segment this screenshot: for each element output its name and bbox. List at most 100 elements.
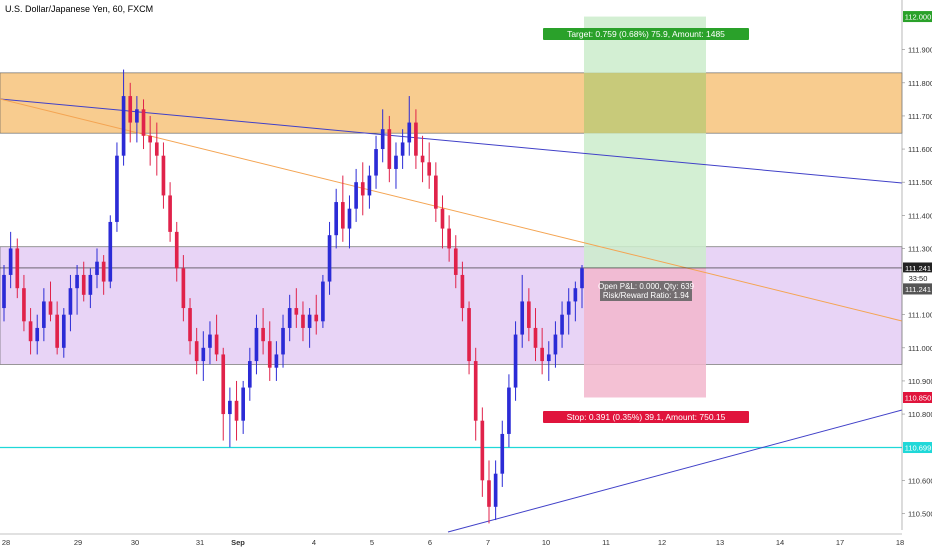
candle-body — [95, 261, 99, 275]
descending-trendline — [0, 98, 903, 184]
candle-body — [168, 195, 172, 232]
resistance-zone — [0, 72, 903, 134]
x-tick-label: 17 — [836, 538, 844, 547]
x-tick-label: 31 — [196, 538, 204, 547]
candle-body — [360, 182, 365, 196]
candle-body — [287, 308, 292, 328]
pnl-label: Open P&L: 0.000, Qty: 639 — [598, 282, 695, 291]
candle-body — [560, 314, 564, 335]
x-tick-label: 29 — [74, 538, 82, 547]
candle-body — [434, 175, 438, 209]
candle-body — [354, 182, 358, 209]
candle-body — [420, 155, 425, 163]
price-badge-bg — [903, 11, 932, 23]
x-tick-label: 12 — [658, 538, 666, 547]
candle-body — [201, 347, 206, 362]
candle-body — [367, 175, 372, 196]
x-tick-label: Sep — [231, 538, 245, 547]
zone-overlap — [584, 72, 706, 134]
candle-body — [427, 162, 432, 176]
candle-body — [181, 268, 186, 309]
y-tick-label: 111.100 — [908, 311, 932, 320]
y-tick-label: 110.900 — [908, 377, 932, 386]
x-tick-label: 5 — [370, 538, 374, 547]
candle-body — [314, 314, 319, 322]
candle-body — [334, 202, 339, 236]
candle-body — [341, 202, 345, 229]
y-tick-label: 110.800 — [908, 410, 932, 419]
candle-body — [487, 480, 491, 507]
price-badge: 111.241 — [905, 264, 931, 273]
x-tick-label: 18 — [896, 538, 904, 547]
candle-body — [108, 221, 113, 282]
candle-body — [55, 314, 59, 348]
candle-body — [188, 308, 192, 342]
candle-body — [75, 274, 79, 289]
candle-body — [380, 129, 385, 150]
candle-body — [15, 248, 20, 289]
candle-body — [520, 301, 525, 335]
candle-body — [194, 341, 199, 362]
candle-body — [374, 149, 378, 176]
candle-body — [261, 327, 265, 342]
candle-body — [267, 341, 272, 368]
y-tick-label: 111.900 — [908, 46, 932, 55]
candle-body — [208, 334, 212, 348]
y-tick-label: 111.700 — [908, 112, 932, 121]
target-label: Target: 0.759 (0.68%) 75.9, Amount: 1485 — [567, 29, 725, 39]
candle-body — [573, 288, 578, 302]
candle-body — [407, 122, 412, 143]
x-tick-label: 30 — [131, 538, 139, 547]
candle-body — [28, 321, 33, 342]
candle-body — [447, 228, 451, 249]
candle-body — [566, 301, 571, 315]
candle-body — [327, 235, 332, 282]
x-tick-label: 11 — [602, 538, 610, 547]
stop-label-bg — [543, 411, 749, 423]
target-zone — [584, 16, 706, 268]
candle-body — [440, 208, 445, 229]
candle-body — [347, 208, 352, 229]
x-tick-label: 4 — [312, 538, 316, 547]
candle-body — [221, 354, 226, 415]
price-badge-bg — [903, 442, 932, 454]
candle-body — [513, 334, 518, 388]
candle-body — [387, 129, 392, 169]
candle-body — [480, 420, 485, 481]
x-tick-label: 28 — [2, 538, 10, 547]
candle-body — [8, 248, 13, 275]
y-tick-label: 110.600 — [908, 476, 932, 485]
candle-body — [500, 433, 505, 474]
y-tick-label: 111.400 — [908, 211, 932, 220]
candle-body — [553, 334, 558, 355]
candle-body — [274, 354, 279, 368]
candle-body — [154, 142, 159, 156]
y-tick-label: 111.500 — [908, 178, 932, 187]
pnl-box — [600, 281, 692, 301]
candle-body — [141, 109, 146, 136]
candle-body — [61, 314, 66, 348]
candle-body — [294, 308, 299, 315]
candle-body — [527, 301, 531, 328]
candle-body — [214, 334, 219, 355]
candle-body — [68, 288, 73, 315]
price-badge: 110.850 — [905, 394, 932, 403]
candle-body — [414, 122, 418, 156]
y-tick-label: 111.000 — [908, 344, 932, 353]
candle-body — [135, 109, 139, 123]
candle-body — [128, 96, 133, 123]
candle-body — [301, 314, 305, 328]
candle-body — [42, 301, 46, 328]
candle-body — [460, 274, 465, 309]
y-tick-label: 110.500 — [908, 509, 932, 518]
y-tick-label: 111.300 — [908, 244, 932, 253]
price-badge-bg — [903, 392, 932, 403]
zones-layer — [0, 16, 903, 398]
candle-body — [228, 400, 232, 415]
candles-layer — [2, 69, 584, 524]
candle-body — [254, 327, 259, 362]
candle-body — [48, 301, 53, 315]
candle-body — [473, 361, 478, 421]
